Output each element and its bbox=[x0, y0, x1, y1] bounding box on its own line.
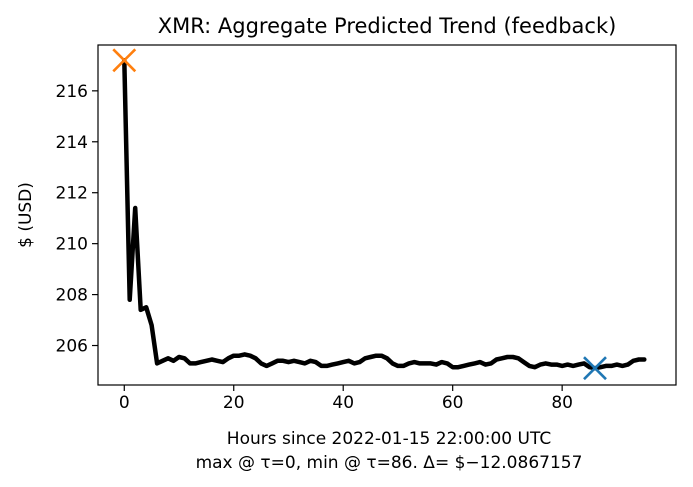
y-tick-label: 216 bbox=[56, 82, 88, 102]
x-tick-label: 20 bbox=[223, 393, 245, 413]
plot-frame bbox=[97, 44, 677, 386]
y-tick-label: 210 bbox=[56, 235, 88, 255]
x-tick-label: 80 bbox=[551, 393, 573, 413]
x-axis-label: Hours since 2022-01-15 22:00:00 UTC bbox=[227, 429, 551, 449]
x-tick-label: 40 bbox=[332, 393, 354, 413]
min-marker bbox=[583, 356, 607, 381]
y-tick-label: 212 bbox=[56, 184, 88, 204]
y-tick-label: 208 bbox=[56, 286, 88, 306]
max-marker bbox=[112, 48, 137, 73]
series-line bbox=[122, 58, 647, 371]
x-axis-subtitle: max @ τ=0, min @ τ=86. Δ= $−12.0867157 bbox=[196, 453, 583, 473]
y-axis: 206 208 210 212 214 216 bbox=[56, 82, 98, 357]
plot-area bbox=[112, 48, 647, 381]
y-axis-label: $ (USD) bbox=[16, 182, 36, 248]
x-tick-label: 0 bbox=[119, 393, 130, 413]
x-axis: 0 20 40 60 80 bbox=[119, 385, 573, 413]
chart-title: XMR: Aggregate Predicted Trend (feedback… bbox=[158, 14, 617, 38]
y-tick-label: 206 bbox=[56, 337, 88, 357]
y-tick-label: 214 bbox=[56, 133, 88, 153]
x-tick-label: 60 bbox=[442, 393, 464, 413]
